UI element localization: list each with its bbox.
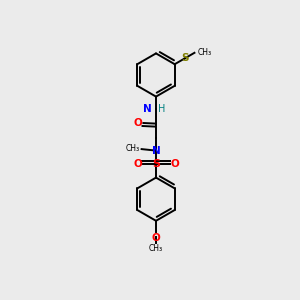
Text: N: N (152, 146, 160, 156)
Text: O: O (133, 159, 142, 169)
Text: O: O (134, 118, 143, 128)
Text: CH₃: CH₃ (126, 144, 140, 153)
Text: H: H (158, 104, 166, 114)
Text: S: S (181, 53, 188, 64)
Text: O: O (152, 233, 160, 243)
Text: CH₃: CH₃ (149, 244, 163, 253)
Text: O: O (170, 159, 179, 169)
Text: N: N (143, 104, 152, 114)
Text: S: S (152, 159, 160, 169)
Text: CH₃: CH₃ (197, 48, 212, 57)
